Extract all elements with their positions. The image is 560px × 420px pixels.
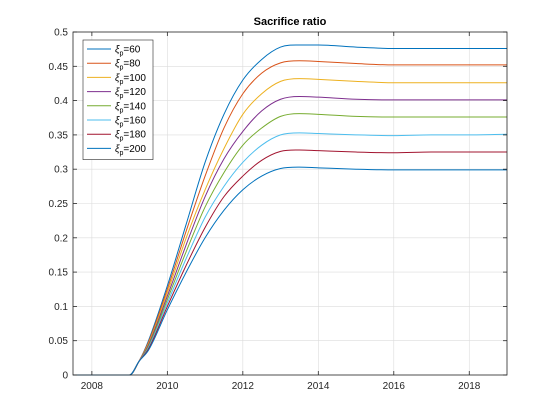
legend-subscript: p	[119, 65, 123, 72]
x-tick-label: 2016	[383, 381, 406, 392]
x-tick-label: 2010	[156, 381, 179, 392]
series-line-2	[73, 78, 507, 376]
legend-label-0: ξp=60	[115, 45, 141, 58]
legend-label-4: ξp=140	[115, 101, 146, 114]
y-tick-label: 0.1	[54, 302, 68, 313]
series-line-5	[73, 132, 508, 376]
y-tick-label: 0.05	[49, 336, 69, 347]
y-tick-label: 0	[62, 371, 68, 382]
legend-label-1: ξp=80	[115, 59, 141, 72]
y-tick-label: 0.4	[54, 96, 68, 107]
legend-subscript: p	[119, 107, 123, 114]
legend-symbol: ξ	[115, 87, 120, 98]
x-tick-label: 2012	[232, 381, 255, 392]
x-tick-label: 2018	[458, 381, 481, 392]
legend-symbol: ξ	[115, 101, 120, 112]
series-line-1	[73, 60, 507, 376]
legend-subscript: p	[119, 136, 123, 143]
legend: ξp=60ξp=80ξp=100ξp=120ξp=140ξp=160ξp=180…	[82, 39, 154, 160]
legend-symbol: ξ	[115, 45, 120, 56]
series-line-3	[73, 95, 507, 376]
legend-symbol: ξ	[115, 130, 120, 141]
legend-symbol: ξ	[115, 59, 120, 70]
legend-subscript: p	[119, 79, 123, 86]
legend-subscript: p	[119, 122, 123, 129]
legend-value: =180	[123, 130, 146, 141]
legend-value: =160	[123, 116, 146, 127]
plot-lines	[73, 44, 508, 376]
legend-value: =60	[123, 45, 140, 56]
y-tick-label: 0.25	[49, 199, 69, 210]
legend-symbol: ξ	[115, 116, 120, 127]
legend-symbol: ξ	[115, 144, 120, 155]
y-tick-label: 0.2	[54, 233, 68, 244]
series-line-6	[73, 149, 507, 376]
legend-subscript: p	[119, 150, 123, 157]
legend-box	[82, 39, 154, 160]
y-tick-label: 0.5	[54, 28, 68, 39]
legend-label-2: ξp=100	[115, 73, 146, 86]
legend-label-3: ξp=120	[115, 87, 146, 100]
y-tick-label: 0.35	[49, 130, 69, 141]
legend-label-7: ξp=200	[115, 144, 146, 157]
y-tick-label: 0.3	[54, 165, 68, 176]
legend-value: =200	[123, 144, 146, 155]
y-tick-label: 0.45	[49, 62, 69, 73]
chart-title: Sacrifice ratio	[254, 16, 327, 28]
series-line-7	[73, 166, 507, 376]
legend-subscript: p	[119, 51, 123, 58]
legend-value: =80	[123, 59, 140, 70]
x-tick-label: 2008	[81, 381, 104, 392]
legend-value: =100	[123, 73, 146, 84]
ticks: 2008 2010 2012 2014 2016 2018 0 0.05 0.1 0.15 0.2 0…	[49, 28, 507, 392]
legend-subscript: p	[119, 93, 123, 100]
y-tick-label: 0.15	[49, 268, 69, 279]
legend-label-5: ξp=160	[115, 116, 146, 129]
series-line-0	[73, 44, 507, 376]
series-line-4	[73, 113, 507, 376]
legend-label-6: ξp=180	[115, 130, 146, 143]
legend-symbol: ξ	[115, 73, 120, 84]
x-tick-label: 2014	[307, 381, 330, 392]
legend-value: =120	[123, 87, 146, 98]
legend-value: =140	[123, 101, 146, 112]
